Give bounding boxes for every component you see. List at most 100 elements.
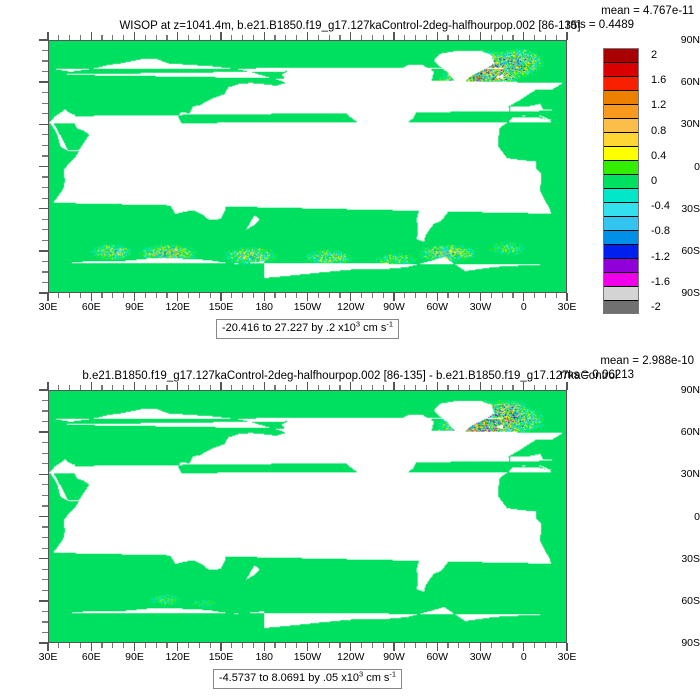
x-minor-tick bbox=[328, 643, 330, 648]
x-minor-tick bbox=[317, 293, 319, 298]
x-tick-label: 180 bbox=[255, 301, 274, 313]
x-major-tick bbox=[47, 32, 49, 40]
y-major-tick bbox=[39, 515, 48, 518]
mean-label-top: mean = 4.767e-11 bbox=[601, 5, 694, 17]
x-minor-tick bbox=[415, 293, 417, 298]
colorbar-strip bbox=[603, 48, 639, 314]
x-minor-tick bbox=[101, 293, 103, 298]
colorbar-tick-label: -2 bbox=[651, 301, 661, 313]
x-major-tick bbox=[350, 643, 352, 651]
y-major-tick bbox=[39, 165, 48, 168]
colorbar-tick-label: 0.4 bbox=[651, 149, 667, 162]
x-minor-tick bbox=[274, 643, 276, 648]
range-annotation-top: -20.416 to 27.227 by .2 x103 cm s-1 bbox=[215, 319, 400, 339]
plot-panel-top: mean = 4.767e-11 rms = 0.4489 WISOP at z… bbox=[38, 5, 700, 339]
x-major-tick bbox=[479, 643, 482, 651]
x-tick-label: 90W bbox=[383, 651, 405, 663]
x-major-tick bbox=[263, 382, 265, 390]
x-minor-tick bbox=[533, 293, 536, 298]
plot-panel-bottom: mean = 2.988e-10 rms = 0.06213 b.e21.B18… bbox=[0, 350, 700, 700]
plot-title-top: WISOP at z=1041.4m, b.e21.B1850.f19_g17.… bbox=[119, 20, 581, 32]
x-minor-tick bbox=[242, 643, 244, 648]
x-minor-tick bbox=[555, 293, 557, 298]
x-major-tick bbox=[479, 382, 482, 390]
x-tick-label: 150W bbox=[293, 651, 322, 663]
colorbar-tick-label: -1.6 bbox=[651, 275, 670, 288]
x-minor-tick bbox=[501, 643, 503, 648]
plot-title-bottom: b.e21.B1850.f19_g17.127kaControl-2deg-ha… bbox=[82, 370, 618, 382]
x-tick-label: 30W bbox=[469, 651, 492, 663]
colorbar-tick-label: -1.2 bbox=[651, 250, 670, 263]
x-minor-tick bbox=[101, 643, 103, 648]
y-major-tick bbox=[39, 81, 48, 83]
x-major-tick bbox=[220, 32, 222, 40]
x-minor-tick bbox=[512, 643, 514, 648]
x-minor-tick bbox=[209, 293, 211, 298]
mean-label-bottom: mean = 2.988e-10 bbox=[600, 355, 694, 367]
y-tick-label: 30S bbox=[681, 552, 700, 565]
x-minor-tick bbox=[328, 293, 330, 298]
colorbar-cell bbox=[604, 273, 638, 287]
x-tick-label: 0 bbox=[520, 301, 527, 313]
x-major-tick bbox=[90, 643, 92, 651]
x-tick-label: 120E bbox=[165, 301, 191, 313]
x-minor-tick bbox=[209, 643, 211, 648]
x-minor-tick bbox=[274, 293, 276, 298]
x-minor-tick bbox=[360, 643, 363, 648]
colorbar-tick-label: 0 bbox=[651, 175, 658, 187]
x-tick-label: 90W bbox=[383, 301, 405, 313]
x-minor-tick bbox=[296, 293, 298, 298]
x-minor-tick bbox=[317, 643, 319, 648]
y-major-tick bbox=[39, 473, 48, 476]
colorbar-tick-label: -0.4 bbox=[651, 200, 670, 213]
x-minor-tick bbox=[231, 643, 233, 648]
x-major-tick bbox=[436, 293, 438, 301]
x-major-tick bbox=[47, 382, 49, 390]
colorbar-tick-label: 1.2 bbox=[651, 99, 667, 112]
x-major-tick bbox=[90, 382, 92, 390]
y-major-tick bbox=[39, 207, 48, 210]
x-minor-tick bbox=[425, 643, 428, 648]
y-tick-label: 30N bbox=[680, 468, 700, 481]
x-major-tick bbox=[177, 293, 179, 301]
x-minor-tick bbox=[69, 643, 71, 648]
x-major-tick bbox=[436, 382, 438, 390]
colorbar-cell bbox=[604, 189, 638, 203]
x-major-tick bbox=[436, 32, 438, 40]
x-minor-tick bbox=[339, 293, 341, 298]
x-major-tick bbox=[393, 382, 395, 390]
x-major-tick bbox=[263, 293, 265, 301]
x-major-tick bbox=[177, 643, 179, 651]
x-major-tick bbox=[220, 643, 222, 651]
y-major-tick bbox=[39, 557, 48, 560]
x-minor-tick bbox=[512, 293, 514, 298]
x-minor-tick bbox=[371, 643, 373, 648]
x-major-tick bbox=[306, 293, 309, 301]
rms-label-top: rms = 0.4489 bbox=[566, 19, 634, 31]
colorbar-cell bbox=[604, 119, 638, 133]
y-tick-label: 0 bbox=[694, 160, 700, 173]
x-minor-tick bbox=[458, 643, 460, 648]
x-minor-tick bbox=[360, 293, 363, 298]
x-major-tick bbox=[523, 293, 525, 301]
colorbar-cell bbox=[604, 301, 638, 313]
x-minor-tick bbox=[242, 293, 244, 298]
map-raster-top bbox=[49, 41, 566, 292]
x-tick-label: 30E bbox=[38, 301, 58, 313]
x-minor-tick bbox=[501, 293, 503, 298]
x-tick-label: 120W bbox=[337, 301, 365, 313]
x-minor-tick bbox=[415, 643, 417, 648]
x-major-tick bbox=[479, 32, 482, 40]
colorbar-tick-label: 0.8 bbox=[651, 124, 667, 137]
x-minor-tick bbox=[231, 293, 233, 298]
x-minor-tick bbox=[469, 293, 471, 298]
x-minor-tick bbox=[123, 643, 125, 648]
x-minor-tick bbox=[166, 293, 168, 298]
x-minor-tick bbox=[155, 643, 157, 648]
x-major-tick bbox=[47, 293, 49, 301]
x-minor-tick bbox=[123, 293, 125, 298]
x-tick-label: 60E bbox=[81, 651, 101, 663]
x-minor-tick bbox=[58, 293, 60, 298]
x-tick-label: 60W bbox=[426, 301, 449, 313]
colorbar-tick-label: 1.6 bbox=[651, 74, 667, 87]
